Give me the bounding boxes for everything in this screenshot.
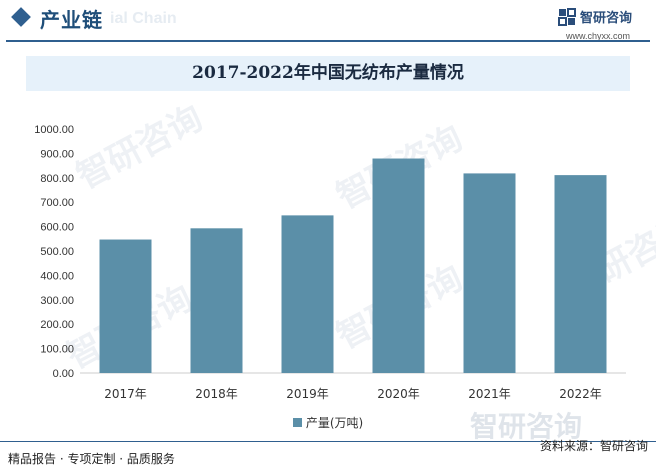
- chart-title: 2017-2022年中国无纺布产量情况: [192, 63, 464, 83]
- y-tick-label: 300.00: [40, 295, 74, 307]
- x-tick-label: 2022年: [559, 387, 602, 401]
- legend-swatch: [292, 418, 302, 427]
- x-tick-label: 2018年: [195, 387, 238, 401]
- brand: 智研咨询 www.chyxx.com: [558, 6, 648, 42]
- header-background-text: ial Chain: [110, 10, 177, 27]
- chart-title-band: 2017-2022年中国无纺布产量情况: [26, 56, 630, 91]
- y-tick-label: 700.00: [40, 197, 74, 209]
- y-tick-label: 900.00: [40, 148, 74, 160]
- bar: [99, 239, 152, 373]
- y-tick-label: 600.00: [40, 222, 74, 234]
- brand-url: www.chyxx.com: [566, 31, 631, 41]
- data-source: 资料来源：智研咨询: [539, 439, 648, 453]
- y-tick-label: 0.00: [53, 368, 74, 380]
- bar: [372, 158, 425, 373]
- brand-logo-icon: [558, 8, 576, 26]
- legend-label: 产量(万吨): [305, 416, 364, 430]
- footer-divider: [0, 441, 656, 442]
- legend: 产量(万吨): [0, 414, 656, 431]
- x-tick-label: 2019年: [286, 387, 329, 401]
- y-tick-label: 400.00: [40, 270, 74, 282]
- section-title: 产业链: [40, 8, 103, 32]
- x-tick-label: 2020年: [377, 387, 420, 401]
- bar: [463, 173, 516, 373]
- bottom-watermark-text: 智研咨询: [470, 410, 583, 443]
- x-tick-label: 2021年: [468, 387, 511, 401]
- bar: [281, 215, 334, 373]
- bar: [190, 228, 243, 373]
- y-tick-label: 1000.00: [34, 124, 74, 136]
- x-tick-label: 2017年: [104, 387, 147, 401]
- brand-name: 智研咨询: [580, 11, 633, 26]
- header-divider: [6, 40, 650, 42]
- y-tick-label: 200.00: [40, 319, 74, 331]
- header: 产业链 ial Chain 智研咨询 www.chyxx.com: [0, 0, 656, 42]
- bar: [554, 175, 607, 373]
- footer-slogan: 精品报告 · 专项定制 · 品质服务: [8, 452, 175, 466]
- y-tick-label: 500.00: [40, 246, 74, 258]
- y-tick-label: 800.00: [40, 173, 74, 185]
- y-tick-label: 100.00: [40, 344, 74, 356]
